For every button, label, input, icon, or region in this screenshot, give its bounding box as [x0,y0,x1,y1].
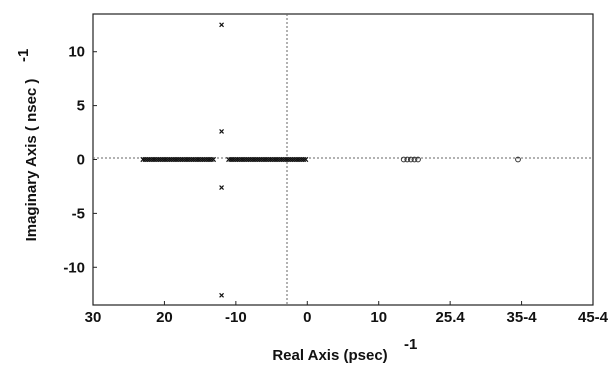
x-tick-label: 10 [370,309,387,326]
x-tick-label: 30 [85,309,102,326]
zero-marker [400,156,407,163]
zero-marker [404,156,411,163]
y-tick-label: 5 [77,98,85,115]
y-tick-labels: 10 5 0 -5 -10 [63,44,97,276]
y-tick-label: -5 [72,205,85,222]
x-tick-label: 25.4 [436,309,466,326]
locus-point [303,156,309,163]
pole-marker [219,129,224,134]
x-tick-label: 35-4 [507,309,538,326]
zero-marker [515,156,521,163]
pole-marker [219,292,224,298]
x-tick-labels: 30 20 -10 0 10 25.4 35-4 45-4 [85,301,608,326]
y-axis-label: Imaginary Axis ( nsec ) [23,79,40,242]
x-tick-label: 20 [156,309,173,326]
y-axis-label-superscript: -1 [15,49,32,62]
x-tick-label: 0 [303,309,311,326]
pole-marker [219,185,224,190]
zero-marker [415,156,421,163]
x-axis-label-superscript: -1 [404,336,417,353]
y-tick-label: 10 [68,44,85,61]
y-tick-label: 0 [77,152,85,169]
pole-marker [219,22,224,28]
data-marks [140,22,521,298]
x-tick-label: -10 [225,309,247,326]
x-axis-label: Real Axis (psec) [272,347,387,364]
y-tick-label: -10 [63,259,85,276]
locus-point [210,156,217,163]
zero-marker [407,156,414,163]
zero-marker [411,156,418,163]
x-tick-label: 45-4 [578,309,608,326]
